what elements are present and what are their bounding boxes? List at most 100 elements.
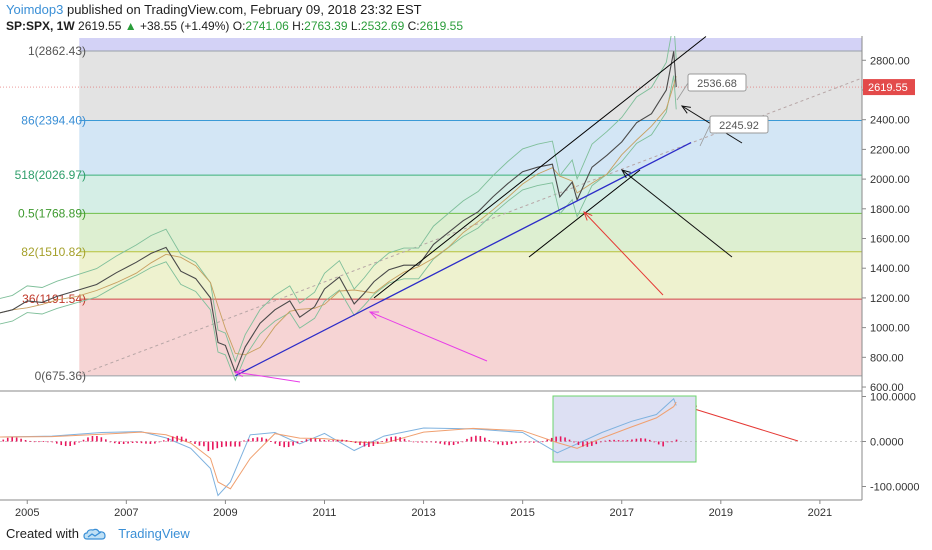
histogram-bar [60, 441, 63, 446]
histogram-bar [675, 439, 678, 442]
histogram-bar [310, 438, 312, 442]
histogram-bar [118, 441, 121, 445]
fib-band-top [79, 38, 863, 52]
histogram-bar [261, 437, 263, 442]
histogram-bar [622, 440, 624, 442]
histogram-bar [653, 441, 656, 443]
histogram-bar [662, 441, 664, 447]
black-arrow [621, 169, 733, 258]
symbol-label: SP:SPX, 1W [6, 19, 75, 33]
histogram-bar [475, 435, 477, 442]
histogram-bar [555, 436, 557, 442]
histogram-bar [595, 441, 598, 445]
histogram-bar [96, 435, 98, 442]
histogram-bar [573, 441, 575, 443]
histogram-bar [497, 441, 499, 445]
low-value: 2532.69 [360, 19, 405, 33]
histogram-bar [394, 436, 397, 442]
histogram-bar [82, 439, 85, 442]
oscillator-orange-line [0, 401, 677, 490]
histogram-bar [421, 441, 424, 443]
oscillator-tick-label: -100.0000 [870, 482, 920, 494]
histogram-bar [20, 438, 22, 442]
close-label: C: [407, 19, 420, 33]
close-value: 2619.55 [419, 19, 464, 33]
up-triangle-icon: ▲ [124, 19, 137, 33]
created-with-label: Created with [6, 526, 79, 541]
publish-info: published on TradingView.com, February 0… [63, 2, 422, 17]
histogram-bar [550, 437, 553, 442]
moving-average-line [0, 75, 677, 356]
histogram-bar [559, 436, 562, 442]
red-arrow-head [583, 211, 593, 221]
histogram-bar [323, 439, 326, 442]
histogram-bar [55, 441, 58, 444]
histogram-bar [506, 441, 508, 445]
fib-band [79, 175, 863, 214]
histogram-bar [136, 441, 138, 443]
histogram-bar [238, 441, 241, 447]
fib-band [79, 251, 863, 300]
histogram-bar [604, 440, 606, 442]
histogram-bar [510, 441, 513, 445]
histogram-bar [189, 441, 192, 443]
histogram-bar [403, 438, 406, 442]
last-price-value: 2619.55 [78, 19, 122, 33]
histogram-bar [546, 439, 549, 442]
histogram-bar [635, 438, 638, 442]
histogram-bar [100, 437, 103, 442]
histogram-bar [390, 436, 392, 442]
histogram-bar [176, 435, 178, 442]
histogram-bar [377, 441, 379, 444]
author-link[interactable]: Yoimdop3 [6, 2, 64, 17]
tradingview-brand-link[interactable]: TradingView [118, 526, 190, 541]
histogram-bar [113, 441, 116, 444]
histogram-bar [127, 441, 129, 444]
histogram-bar [42, 441, 45, 442]
last-price-tag [863, 79, 915, 96]
histogram-bar [591, 441, 593, 446]
callout-connector [699, 124, 711, 147]
histogram-bar [671, 441, 673, 443]
price-chart[interactable]: 1(2862.43) 86(2394.40) 518(2026.97) 0.5(176… [0, 36, 932, 524]
open-value: 2741.06 [245, 19, 289, 33]
histogram-bar [274, 441, 277, 444]
histogram-bar [617, 440, 620, 442]
histogram-bar [368, 441, 370, 447]
footer: Created with TradingView [6, 526, 190, 542]
histogram-bar [341, 439, 343, 442]
histogram-bar [426, 441, 428, 443]
histogram-bar [234, 441, 236, 447]
histogram-bar [207, 441, 210, 452]
histogram-bar [492, 441, 495, 443]
histogram-bar [145, 441, 147, 444]
histogram-bar [69, 441, 71, 447]
histogram-bar [568, 439, 571, 442]
histogram-bar [577, 441, 580, 445]
histogram-bar [519, 441, 522, 443]
histogram-bar [78, 441, 80, 443]
histogram-bar [11, 437, 13, 442]
histogram-bar [314, 438, 317, 442]
callout-box [687, 73, 747, 92]
histogram-bar [105, 439, 107, 442]
histogram-bar [171, 436, 174, 442]
histogram-bar [185, 438, 187, 442]
oscillator-blue-line [0, 397, 677, 497]
black-arrow-head [620, 169, 631, 179]
fib-level-label: 0(675.36) [35, 369, 86, 383]
histogram-bar [564, 437, 566, 442]
y-tick-label: 2200.00 [870, 144, 910, 156]
histogram-bar [626, 440, 629, 442]
histogram-bar [51, 441, 54, 443]
y-tick-label: 1800.00 [870, 204, 910, 216]
x-tick-label: 2007 [114, 507, 138, 519]
histogram-bar [648, 439, 651, 442]
histogram-bar [533, 441, 535, 443]
red-arrow [583, 211, 664, 296]
histogram-bar [180, 436, 183, 442]
histogram-bar [149, 441, 152, 444]
oscillator-tick-label: 100.0000 [870, 392, 916, 404]
histogram-bar [399, 437, 401, 442]
histogram-bar [305, 439, 308, 442]
